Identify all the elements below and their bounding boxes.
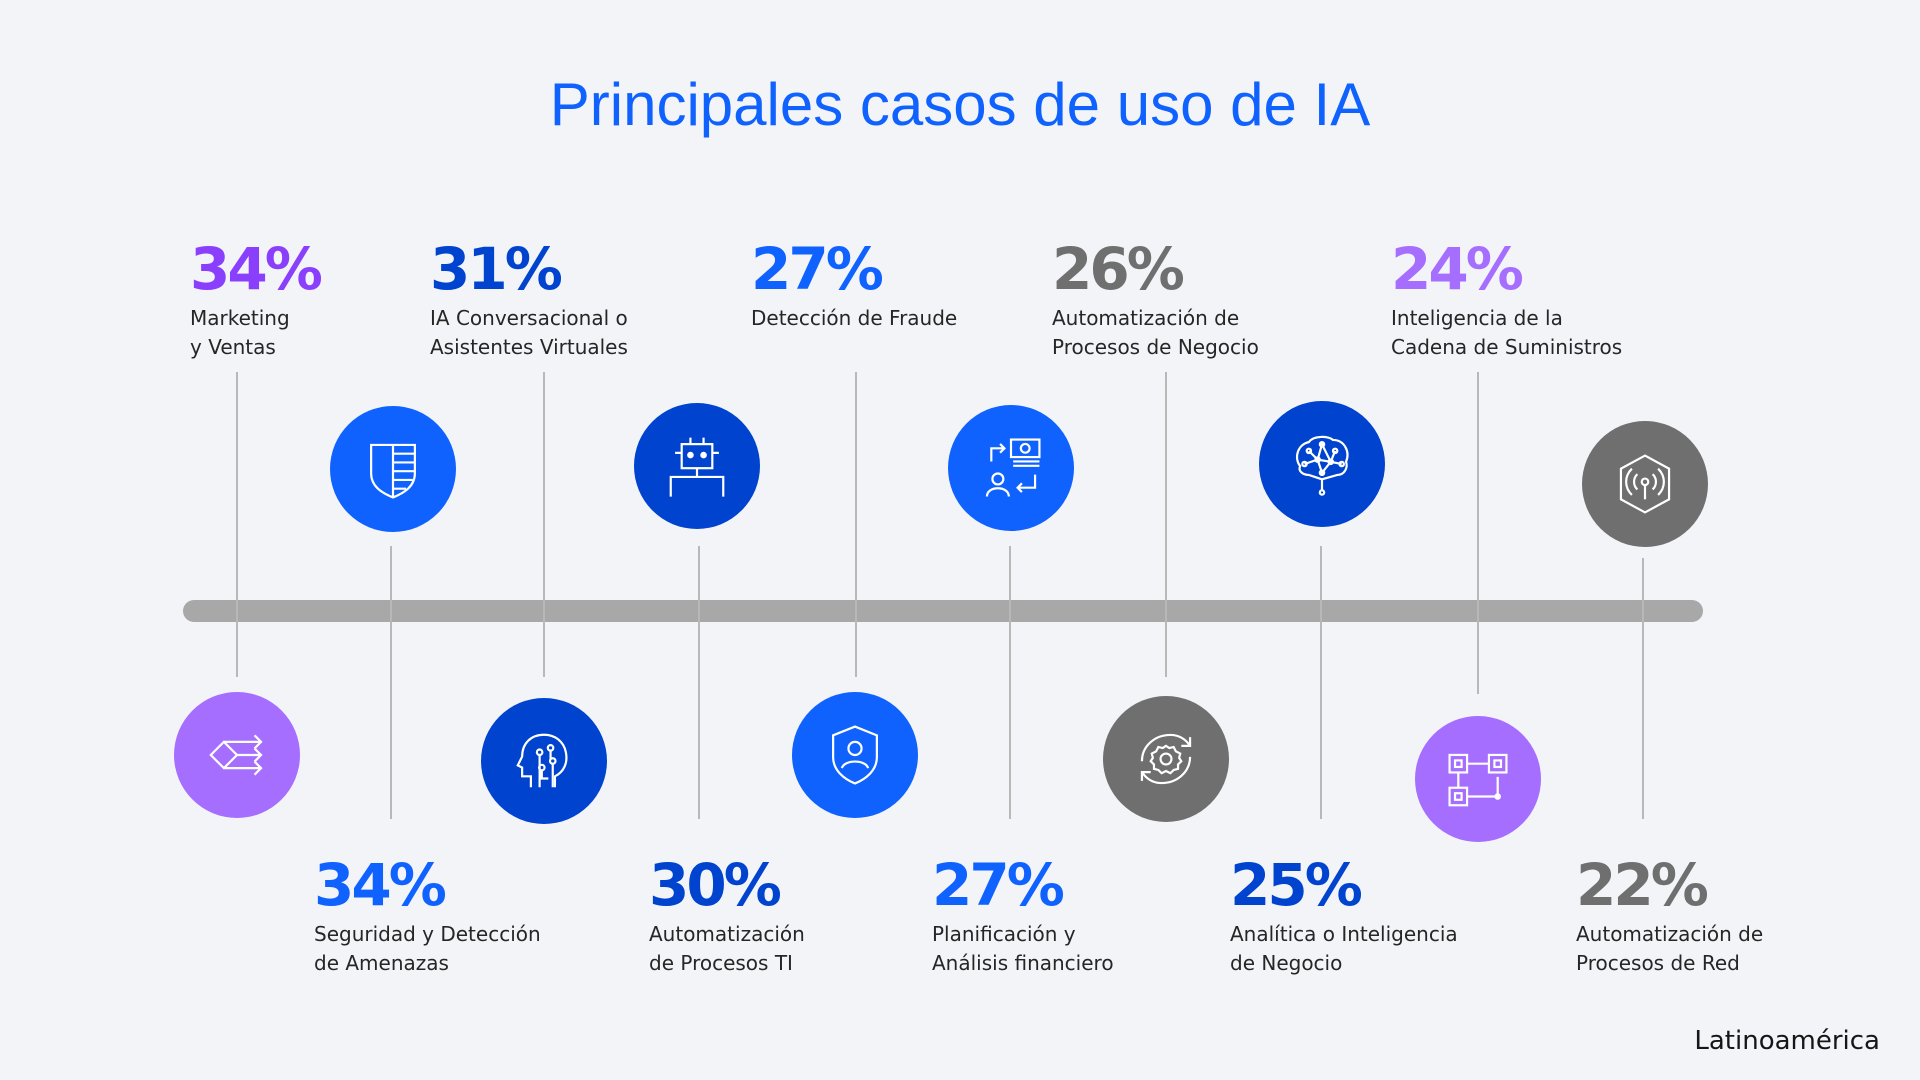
use-case-label: Automatización de Procesos de Negocio: [1052, 306, 1259, 359]
use-case-deteccion-fraude: 27% Detección de Fraude: [751, 240, 957, 333]
arrows-split-icon: [209, 734, 263, 776]
icon-circle: [174, 692, 300, 818]
percentage-value: 34%: [190, 235, 323, 303]
use-case-label: Seguridad y Detección de Amenazas: [314, 922, 541, 975]
use-case-automatizacion-ti: 30% Automatización de Procesos TI: [649, 856, 805, 978]
connector-line: [1477, 372, 1479, 694]
use-case-label: Detección de Fraude: [751, 306, 958, 330]
icon-circle: [1582, 421, 1708, 547]
use-case-cadena-suministros: 24% Inteligencia de la Cadena de Suminist…: [1391, 240, 1622, 362]
connector-line: [236, 372, 238, 677]
connector-line: [390, 546, 392, 819]
supply-chain-icon: [1448, 753, 1508, 807]
use-case-procesos-red: 22% Automatización de Procesos de Red: [1576, 856, 1763, 978]
use-case-label: Inteligencia de la Cadena de Suministros: [1391, 306, 1623, 359]
icon-circle: [330, 406, 456, 532]
neural-brain-icon: [1296, 435, 1349, 496]
connector-line: [1320, 546, 1322, 819]
icon-circle: [948, 405, 1074, 531]
use-case-label: Automatización de Procesos TI: [649, 922, 805, 975]
robot-icon: [669, 437, 725, 497]
icon-circle: [792, 692, 918, 818]
use-case-planificacion: 27% Planificación y Análisis financiero: [932, 856, 1114, 978]
use-case-label: Automatización de Procesos de Red: [1576, 922, 1764, 975]
finance-exchange-icon: [985, 438, 1041, 497]
percentage-value: 27%: [751, 235, 884, 303]
percentage-value: 34%: [314, 851, 447, 919]
use-case-label: Marketing y Ventas: [190, 306, 290, 359]
percentage-value: 22%: [1576, 851, 1709, 919]
percentage-value: 26%: [1052, 235, 1185, 303]
connector-line: [1009, 546, 1011, 819]
icon-circle: [634, 403, 760, 529]
icon-circle: [1103, 696, 1229, 822]
shield-user-icon: [832, 725, 878, 785]
use-case-ia-conversacional: 31% IA Conversacional o Asistentes Virtua…: [430, 240, 628, 362]
connector-line: [855, 372, 857, 677]
use-case-automatizacion-negocio: 26% Automatización de Procesos de Negocio: [1052, 240, 1259, 362]
region-label: Latinoamérica: [1694, 1026, 1880, 1056]
connector-line: [1165, 372, 1167, 677]
connector-line: [1642, 558, 1644, 819]
icon-circle: [1415, 716, 1541, 842]
ai-head-icon: [516, 733, 568, 788]
page-title: Principales casos de uso de IA: [549, 71, 1371, 138]
gear-cycle-icon: [1140, 733, 1192, 785]
use-case-seguridad: 34% Seguridad y Detección de Amenazas: [314, 856, 541, 978]
icon-circle: [481, 698, 607, 824]
use-case-label: Analítica o Inteligencia de Negocio: [1230, 922, 1458, 975]
timeline-bar: [183, 600, 1703, 622]
percentage-value: 25%: [1230, 851, 1363, 919]
percentage-value: 27%: [932, 851, 1065, 919]
percentage-value: 24%: [1391, 235, 1524, 303]
connector-line: [698, 546, 700, 819]
use-case-label: IA Conversacional o Asistentes Virtuales: [430, 306, 628, 359]
percentage-value: 30%: [649, 851, 782, 919]
shield-striped-icon: [370, 443, 416, 499]
use-case-label: Planificación y Análisis financiero: [932, 922, 1114, 975]
use-case-analitica: 25% Analítica o Inteligencia de Negocio: [1230, 856, 1458, 978]
network-hexagon-icon: [1619, 454, 1671, 514]
use-case-marketing: 34% Marketing y Ventas: [190, 235, 323, 362]
percentage-value: 31%: [430, 235, 563, 303]
connector-line: [543, 372, 545, 677]
icon-circle: [1259, 401, 1385, 527]
